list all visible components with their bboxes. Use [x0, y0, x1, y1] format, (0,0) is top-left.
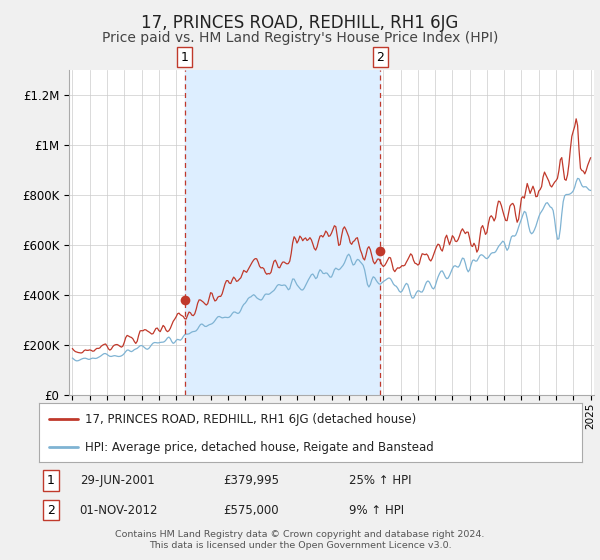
- Text: HPI: Average price, detached house, Reigate and Banstead: HPI: Average price, detached house, Reig…: [85, 441, 434, 454]
- Text: 25% ↑ HPI: 25% ↑ HPI: [349, 474, 411, 487]
- Text: Contains HM Land Registry data © Crown copyright and database right 2024.: Contains HM Land Registry data © Crown c…: [115, 530, 485, 539]
- Text: 01-NOV-2012: 01-NOV-2012: [80, 503, 158, 516]
- Text: £379,995: £379,995: [224, 474, 280, 487]
- Text: 2: 2: [376, 50, 385, 63]
- Text: 1: 1: [47, 474, 55, 487]
- Text: 17, PRINCES ROAD, REDHILL, RH1 6JG: 17, PRINCES ROAD, REDHILL, RH1 6JG: [142, 14, 458, 32]
- Bar: [185, 70, 380, 395]
- Text: Price paid vs. HM Land Registry's House Price Index (HPI): Price paid vs. HM Land Registry's House …: [102, 31, 498, 45]
- Text: 17, PRINCES ROAD, REDHILL, RH1 6JG (detached house): 17, PRINCES ROAD, REDHILL, RH1 6JG (deta…: [85, 413, 416, 426]
- Text: 1: 1: [181, 50, 188, 63]
- Text: 9% ↑ HPI: 9% ↑ HPI: [349, 503, 404, 516]
- Text: 2: 2: [47, 503, 55, 516]
- Text: This data is licensed under the Open Government Licence v3.0.: This data is licensed under the Open Gov…: [149, 541, 451, 550]
- Text: 29-JUN-2001: 29-JUN-2001: [80, 474, 154, 487]
- Text: £575,000: £575,000: [224, 503, 279, 516]
